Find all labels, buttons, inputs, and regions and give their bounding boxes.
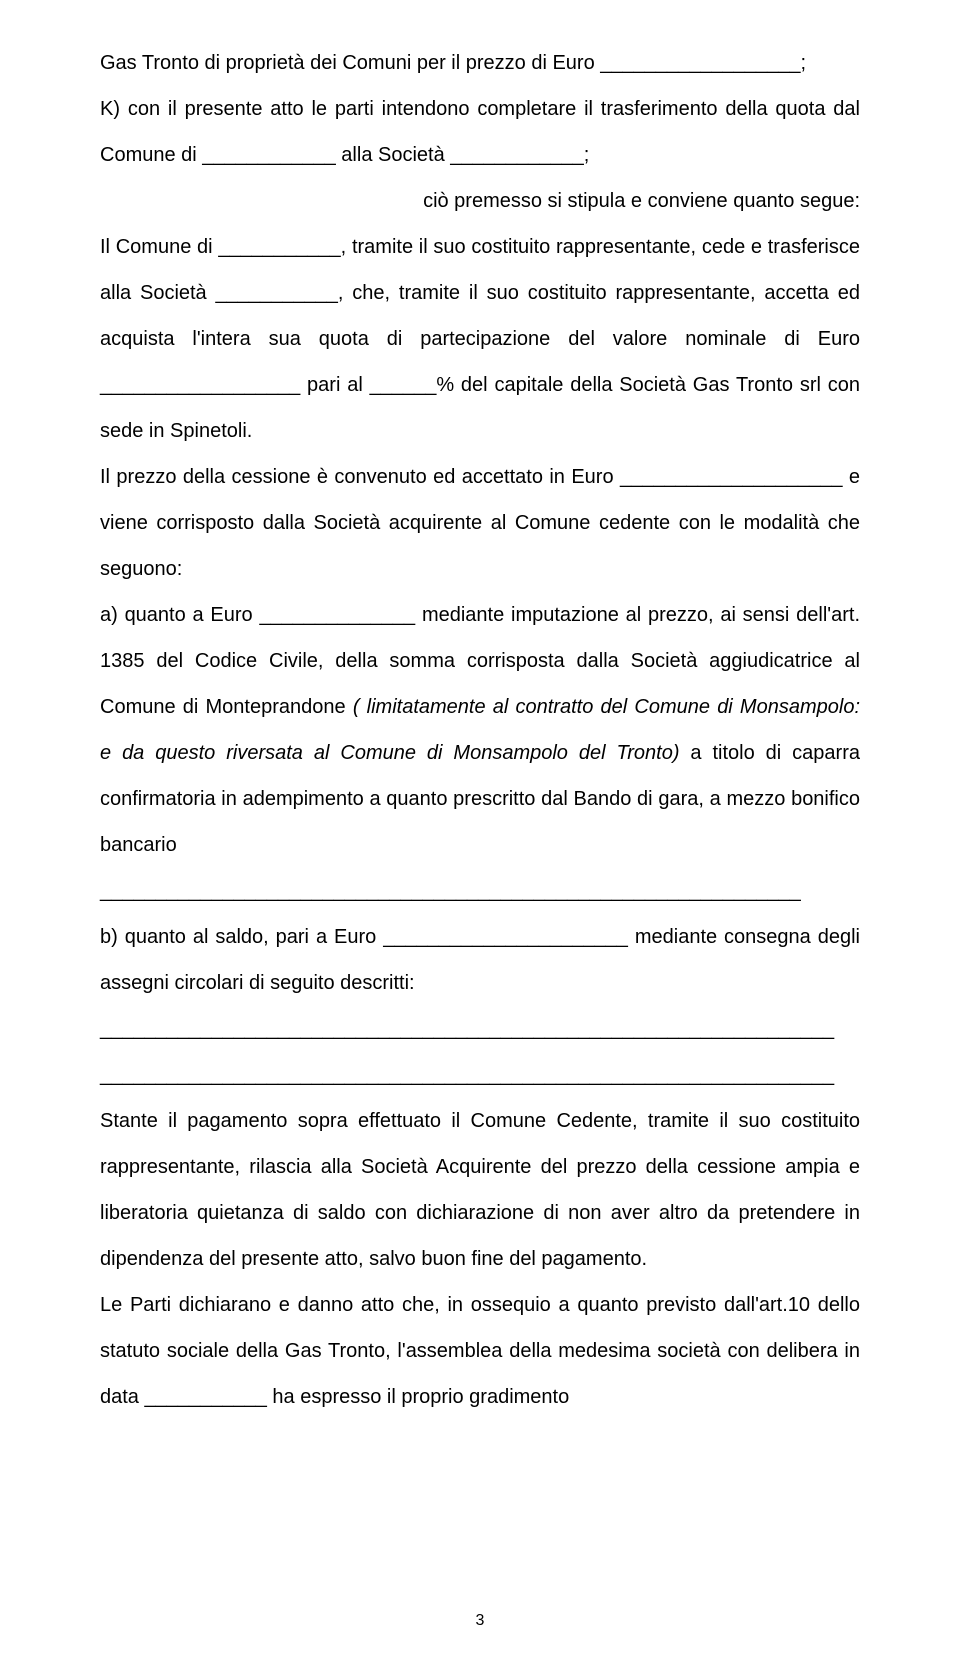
paragraph-k: K) con il presente atto le parti intendo… xyxy=(100,86,860,178)
paragraph-gas-tronto: Gas Tronto di proprietà dei Comuni per i… xyxy=(100,40,860,86)
paragraph-comune: Il Comune di ___________, tramite il suo… xyxy=(100,224,860,454)
paragraph-stante: Stante il pagamento sopra effettuato il … xyxy=(100,1098,860,1282)
paragraph-a: a) quanto a Euro ______________ mediante… xyxy=(100,592,860,914)
paragraph-parti: Le Parti dichiarano e danno atto che, in… xyxy=(100,1282,860,1420)
paragraph-prezzo: Il prezzo della cessione è convenuto ed … xyxy=(100,454,860,592)
paragraph-premesso: ciò premesso si stipula e conviene quant… xyxy=(100,178,860,224)
document-page: Gas Tronto di proprietà dei Comuni per i… xyxy=(0,0,960,1670)
page-number: 3 xyxy=(0,1603,960,1640)
paragraph-a-text2: a titolo di caparra confirmatoria in ade… xyxy=(100,742,860,902)
blank-line-2: ________________________________________… xyxy=(100,1052,860,1098)
blank-line-1: ________________________________________… xyxy=(100,1006,860,1052)
paragraph-b: b) quanto al saldo, pari a Euro ________… xyxy=(100,914,860,1006)
